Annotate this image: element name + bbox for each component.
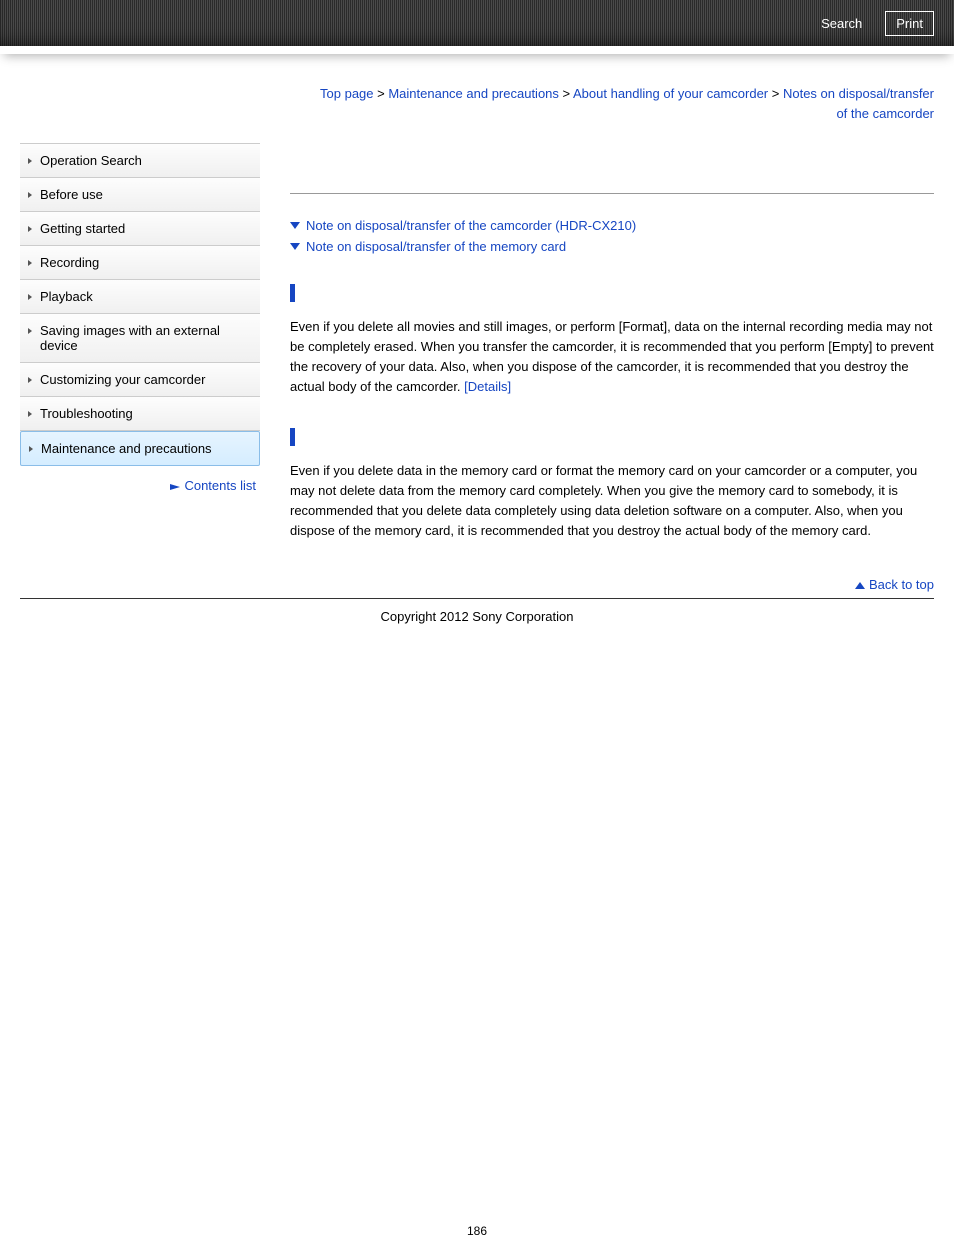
- breadcrumb-link-top[interactable]: Top page: [320, 86, 374, 101]
- triangle-down-icon: [290, 243, 300, 250]
- sidebar: Operation Search Before use Getting star…: [20, 143, 260, 505]
- search-button[interactable]: Search: [810, 11, 873, 36]
- print-button[interactable]: Print: [885, 11, 934, 36]
- section-1-text: Even if you delete all movies and still …: [290, 317, 934, 398]
- sidebar-item-getting-started[interactable]: Getting started: [20, 212, 260, 246]
- breadcrumb-sep: >: [374, 86, 389, 101]
- sidebar-item-before-use[interactable]: Before use: [20, 178, 260, 212]
- sidebar-item-playback[interactable]: Playback: [20, 280, 260, 314]
- arrow-right-icon: [170, 484, 180, 490]
- main-content: Note on disposal/transfer of the camcord…: [290, 143, 934, 598]
- breadcrumb-current: Notes on disposal/transfer of the camcor…: [783, 86, 934, 121]
- copyright: Copyright 2012 Sony Corporation: [20, 599, 934, 664]
- triangle-up-icon: [855, 582, 865, 589]
- section-marker: [290, 428, 295, 446]
- section-1-body: Even if you delete all movies and still …: [290, 319, 934, 394]
- sidebar-item-troubleshooting[interactable]: Troubleshooting: [20, 397, 260, 431]
- contents-list-label: Contents list: [184, 478, 256, 493]
- anchor-row: Note on disposal/transfer of the camcord…: [290, 218, 934, 233]
- contents-list-link[interactable]: Contents list: [20, 466, 260, 505]
- anchor-link-camcorder[interactable]: Note on disposal/transfer of the camcord…: [306, 218, 636, 233]
- page-wrap: Top page > Maintenance and precautions >…: [0, 54, 954, 1258]
- back-to-top-label: Back to top: [869, 577, 934, 592]
- breadcrumb: Top page > Maintenance and precautions >…: [20, 54, 934, 133]
- sidebar-item-recording[interactable]: Recording: [20, 246, 260, 280]
- section-2-text: Even if you delete data in the memory ca…: [290, 461, 934, 542]
- sidebar-item-operation-search[interactable]: Operation Search: [20, 143, 260, 178]
- anchor-row: Note on disposal/transfer of the memory …: [290, 239, 934, 254]
- breadcrumb-link-maint[interactable]: Maintenance and precautions: [388, 86, 559, 101]
- header-bar: Search Print: [0, 0, 954, 54]
- sidebar-item-maintenance[interactable]: Maintenance and precautions: [20, 431, 260, 466]
- section-marker: [290, 284, 295, 302]
- divider: [290, 193, 934, 194]
- sidebar-item-customizing[interactable]: Customizing your camcorder: [20, 363, 260, 397]
- back-to-top[interactable]: Back to top: [290, 571, 934, 598]
- triangle-down-icon: [290, 222, 300, 229]
- breadcrumb-link-handling[interactable]: About handling of your camcorder: [573, 86, 768, 101]
- details-link[interactable]: [Details]: [464, 379, 511, 394]
- breadcrumb-sep: >: [559, 86, 573, 101]
- anchor-link-memory-card[interactable]: Note on disposal/transfer of the memory …: [306, 239, 566, 254]
- sidebar-item-saving-images[interactable]: Saving images with an external device: [20, 314, 260, 363]
- breadcrumb-sep: >: [768, 86, 783, 101]
- layout: Operation Search Before use Getting star…: [20, 133, 934, 598]
- anchor-list: Note on disposal/transfer of the camcord…: [290, 218, 934, 254]
- page-number: 186: [20, 664, 934, 1258]
